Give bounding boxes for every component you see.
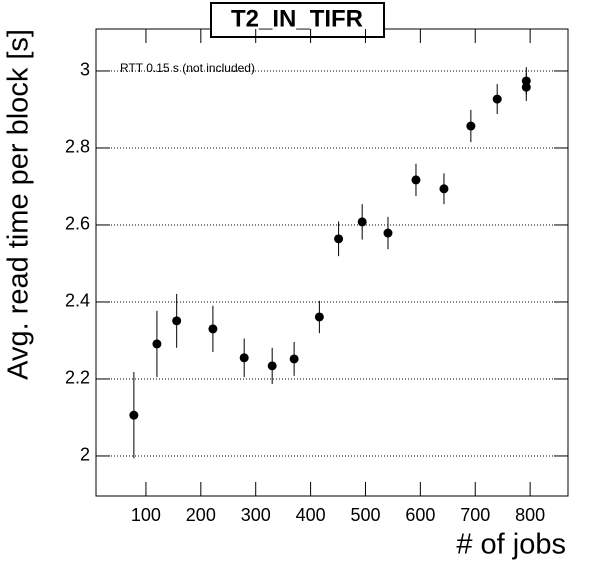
data-point <box>492 94 502 104</box>
y-tick-label: 3 <box>80 60 90 80</box>
x-tick-label: 300 <box>241 505 271 525</box>
y-tick-label: 2.4 <box>65 291 90 311</box>
data-point <box>152 339 162 349</box>
data-point <box>267 361 277 371</box>
annotation: RTT 0.15 s (not included) <box>120 61 255 75</box>
x-tick-label: 100 <box>131 505 161 525</box>
x-axis-label: # of jobs <box>456 529 566 561</box>
x-tick-label: 500 <box>350 505 380 525</box>
y-tick-label: 2.6 <box>65 214 90 234</box>
data-point <box>239 353 249 363</box>
x-tick-label: 700 <box>460 505 490 525</box>
y-axis-label: Avg. read time per block [s] <box>3 29 35 380</box>
data-point <box>129 410 139 420</box>
data-point <box>357 217 367 227</box>
data-point <box>208 324 218 334</box>
data-point <box>411 175 421 185</box>
data-point <box>314 312 324 322</box>
data-point <box>521 82 531 92</box>
x-tick-label: 200 <box>186 505 216 525</box>
y-tick-label: 2.8 <box>65 137 90 157</box>
data-point <box>383 228 393 238</box>
y-tick-label: 2.2 <box>65 368 90 388</box>
y-tick-label: 2 <box>80 445 90 465</box>
chart-title: T2_IN_TIFR <box>231 5 363 32</box>
x-tick-label: 400 <box>296 505 326 525</box>
data-point <box>289 354 299 364</box>
x-tick-label: 800 <box>515 505 545 525</box>
data-point <box>466 121 476 131</box>
data-point <box>439 184 449 194</box>
title-box <box>210 2 385 38</box>
data-point <box>334 234 344 244</box>
x-tick-label: 600 <box>405 505 435 525</box>
data-point <box>172 316 182 326</box>
